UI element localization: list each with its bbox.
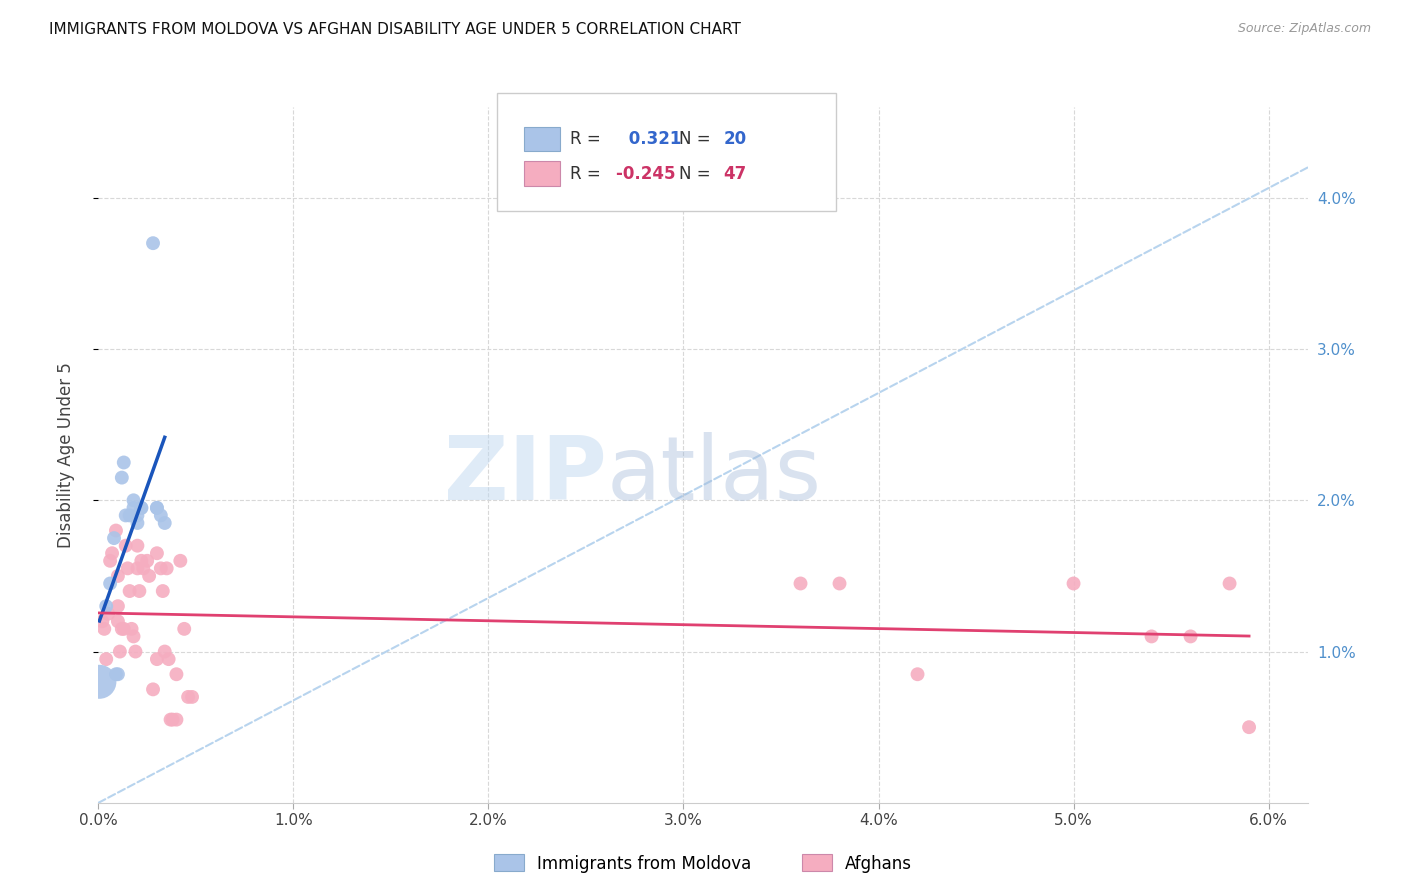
Point bbox=[127, 561, 149, 575]
FancyBboxPatch shape bbox=[524, 161, 561, 186]
Text: atlas: atlas bbox=[606, 433, 821, 519]
Point bbox=[118, 584, 141, 599]
Point bbox=[789, 576, 811, 591]
Point bbox=[131, 500, 153, 515]
Text: IMMIGRANTS FROM MOLDOVA VS AFGHAN DISABILITY AGE UNDER 5 CORRELATION CHART: IMMIGRANTS FROM MOLDOVA VS AFGHAN DISABI… bbox=[49, 22, 741, 37]
Text: N =: N = bbox=[679, 130, 716, 148]
Point bbox=[122, 493, 145, 508]
Point bbox=[122, 629, 145, 643]
Point bbox=[146, 546, 169, 560]
Point bbox=[131, 554, 153, 568]
Point bbox=[104, 667, 127, 681]
Text: Source: ZipAtlas.com: Source: ZipAtlas.com bbox=[1237, 22, 1371, 36]
Point bbox=[124, 644, 146, 658]
Point bbox=[114, 539, 136, 553]
Point bbox=[177, 690, 200, 704]
Text: R =: R = bbox=[569, 130, 606, 148]
FancyBboxPatch shape bbox=[498, 93, 837, 211]
Point bbox=[1180, 629, 1202, 643]
Point bbox=[169, 554, 191, 568]
Point bbox=[149, 508, 172, 523]
Point bbox=[1063, 576, 1085, 591]
Point bbox=[131, 500, 153, 515]
Point bbox=[138, 569, 160, 583]
Point bbox=[173, 622, 195, 636]
Point bbox=[111, 622, 134, 636]
Point bbox=[91, 615, 114, 629]
Point bbox=[89, 674, 111, 689]
Point bbox=[181, 690, 204, 704]
Point bbox=[136, 554, 159, 568]
Point bbox=[97, 607, 120, 621]
Point bbox=[93, 622, 115, 636]
Point bbox=[112, 455, 135, 469]
Point bbox=[107, 667, 129, 681]
Point bbox=[96, 652, 118, 666]
Point bbox=[132, 561, 155, 575]
Point bbox=[153, 644, 176, 658]
Point bbox=[146, 500, 169, 515]
Point bbox=[103, 531, 125, 545]
Point bbox=[142, 236, 165, 251]
Point bbox=[146, 652, 169, 666]
Point bbox=[107, 615, 129, 629]
Point bbox=[157, 652, 180, 666]
Point bbox=[165, 713, 187, 727]
Point bbox=[117, 561, 139, 575]
Legend: Immigrants from Moldova, Afghans: Immigrants from Moldova, Afghans bbox=[488, 847, 918, 880]
Point bbox=[162, 713, 184, 727]
Point bbox=[107, 569, 129, 583]
Point bbox=[1140, 629, 1163, 643]
Point bbox=[111, 470, 134, 484]
Point bbox=[104, 524, 127, 538]
Point bbox=[127, 508, 149, 523]
Point bbox=[101, 546, 124, 560]
Point bbox=[156, 561, 179, 575]
Point bbox=[149, 561, 172, 575]
Point bbox=[107, 599, 129, 614]
Text: 47: 47 bbox=[724, 165, 747, 183]
Text: -0.245: -0.245 bbox=[616, 165, 681, 183]
Text: N =: N = bbox=[679, 165, 716, 183]
Point bbox=[907, 667, 929, 681]
Y-axis label: Disability Age Under 5: Disability Age Under 5 bbox=[56, 362, 75, 548]
Point bbox=[98, 554, 121, 568]
Point bbox=[146, 500, 169, 515]
Point bbox=[152, 584, 174, 599]
Point bbox=[114, 508, 136, 523]
Point bbox=[142, 682, 165, 697]
Point bbox=[121, 622, 143, 636]
Point bbox=[159, 713, 181, 727]
Point bbox=[1237, 720, 1260, 734]
Text: 20: 20 bbox=[724, 130, 747, 148]
Point bbox=[112, 622, 135, 636]
FancyBboxPatch shape bbox=[524, 127, 561, 151]
Point bbox=[128, 584, 150, 599]
Text: ZIP: ZIP bbox=[443, 433, 606, 519]
Point bbox=[828, 576, 851, 591]
Point bbox=[127, 516, 149, 530]
Text: R =: R = bbox=[569, 165, 606, 183]
Point bbox=[122, 500, 145, 515]
Point bbox=[165, 667, 187, 681]
Point bbox=[127, 539, 149, 553]
Point bbox=[98, 576, 121, 591]
Point bbox=[108, 644, 131, 658]
Point bbox=[118, 508, 141, 523]
Point bbox=[96, 599, 118, 614]
Point bbox=[1219, 576, 1241, 591]
Point bbox=[153, 516, 176, 530]
Text: 0.321: 0.321 bbox=[623, 130, 688, 148]
